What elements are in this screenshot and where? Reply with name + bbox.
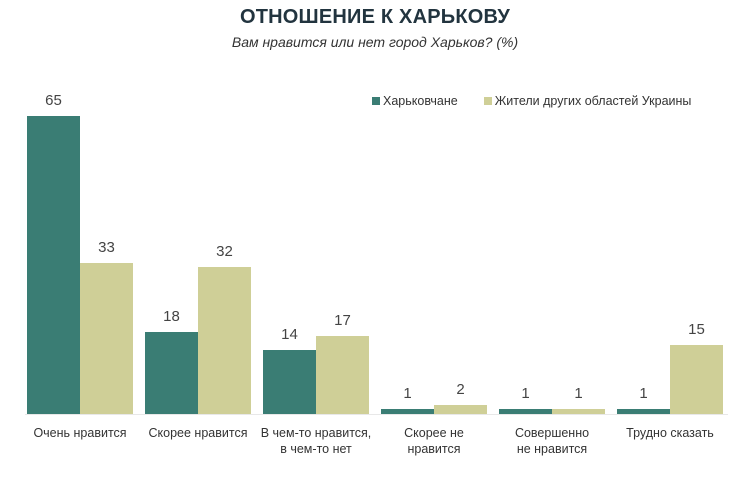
bar-value-label: 1 bbox=[403, 385, 412, 403]
legend-label-other-regions: Жители других областей Украины bbox=[494, 94, 692, 108]
bar-value-label: 17 bbox=[334, 312, 351, 330]
legend-swatch-kharkiv bbox=[372, 97, 380, 105]
bar-other-regions bbox=[198, 267, 251, 414]
x-axis-baseline bbox=[25, 414, 728, 415]
category-label: Скорее не нравится bbox=[404, 426, 464, 456]
chart-title: ОТНОШЕНИЕ К ХАРЬКОВУ bbox=[239, 6, 511, 28]
bar-value-label: 1 bbox=[574, 385, 583, 403]
bar-value-label: 65 bbox=[45, 92, 62, 110]
legend-swatch-other-regions bbox=[483, 97, 492, 105]
bar-kharkiv bbox=[145, 331, 198, 414]
bar-value-label: 15 bbox=[688, 321, 705, 339]
legend-item-other-regions: Жители других областей Украины bbox=[483, 94, 692, 108]
bar-kharkiv bbox=[263, 349, 316, 414]
category-label: Скорее нравится bbox=[148, 426, 248, 440]
bar-other-regions bbox=[552, 409, 605, 414]
bar-value-label: 2 bbox=[456, 380, 465, 398]
bar-kharkiv bbox=[499, 409, 552, 414]
bar-other-regions bbox=[434, 404, 487, 414]
category-label: Очень нравится bbox=[33, 426, 127, 440]
bar-other-regions bbox=[80, 262, 133, 414]
bar-value-label: 14 bbox=[281, 325, 298, 343]
category-label: В чем-то нравится, в чем-то нет bbox=[260, 426, 372, 456]
chart-subtitle: Вам нравится или нет город Харьков? (%) bbox=[231, 34, 519, 50]
legend: Харьковчане Жители других областей Украи… bbox=[372, 94, 691, 108]
category-label: Совершенно не нравится bbox=[514, 426, 590, 456]
bar-kharkiv bbox=[381, 409, 434, 414]
bar-value-label: 1 bbox=[639, 385, 648, 403]
legend-label-kharkiv: Харьковчане bbox=[383, 94, 458, 108]
bar-value-label: 18 bbox=[163, 307, 180, 325]
bar-value-label: 32 bbox=[216, 243, 233, 261]
bar-value-label: 1 bbox=[521, 385, 530, 403]
bar-value-label: 33 bbox=[98, 238, 115, 256]
bar-kharkiv bbox=[617, 409, 670, 414]
bar-kharkiv bbox=[27, 116, 80, 414]
bar-other-regions bbox=[316, 336, 369, 414]
category-label: Трудно сказать bbox=[626, 426, 714, 440]
bar-other-regions bbox=[670, 345, 723, 414]
legend-item-kharkiv: Харьковчане bbox=[372, 94, 458, 108]
